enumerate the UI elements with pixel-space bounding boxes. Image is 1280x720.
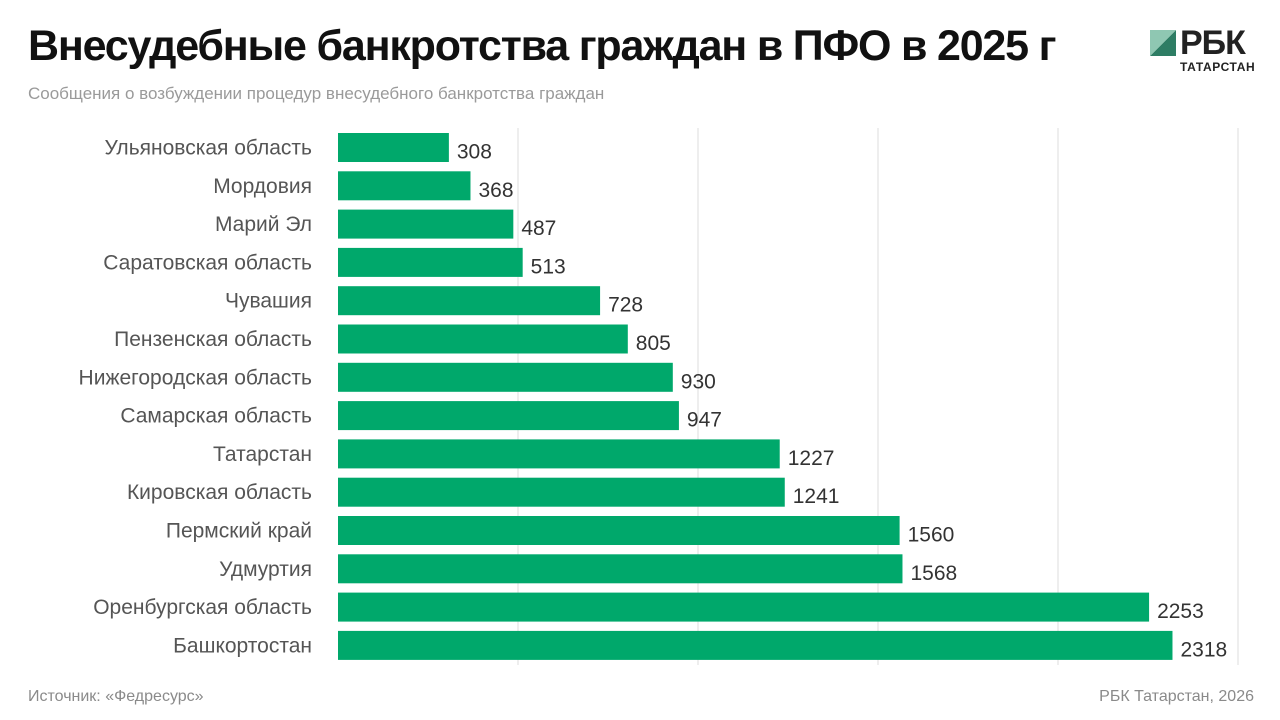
value-label: 487 <box>521 217 556 240</box>
bar <box>338 286 601 316</box>
bar <box>338 401 679 431</box>
category-label: Марий Эл <box>215 213 312 236</box>
bar <box>338 554 903 584</box>
value-label: 2253 <box>1157 600 1204 623</box>
category-label: Мордовия <box>213 175 312 198</box>
bar <box>338 439 780 469</box>
value-label: 1227 <box>788 447 835 470</box>
category-label: Оренбургская область <box>93 596 312 619</box>
category-label: Ульяновская область <box>105 137 313 160</box>
category-label: Башкортостан <box>173 634 312 657</box>
credit-note: РБК Татарстан, 2026 <box>1099 688 1254 705</box>
chart-subtitle: Сообщения о возбуждении процедур внесуде… <box>28 84 605 103</box>
category-label: Чувашия <box>225 290 312 313</box>
bar <box>338 516 900 545</box>
source-note: Источник: «Федресурс» <box>28 688 204 705</box>
value-label: 728 <box>608 294 643 317</box>
bar <box>338 630 1173 660</box>
value-label: 930 <box>681 370 716 393</box>
chart-title: Внесудебные банкротства граждан в ПФО в … <box>28 22 1056 70</box>
bar <box>338 247 523 277</box>
category-label: Пермский край <box>166 520 312 543</box>
bar <box>338 477 785 507</box>
category-label: Кировская область <box>127 481 312 504</box>
value-label: 805 <box>636 332 671 355</box>
category-label: Татарстан <box>213 443 312 466</box>
bar <box>338 133 449 162</box>
value-label: 947 <box>687 409 722 432</box>
category-label: Самарская область <box>120 405 312 428</box>
bar <box>338 592 1150 622</box>
value-label: 513 <box>531 255 566 278</box>
bar <box>338 324 628 354</box>
category-label: Саратовская область <box>103 251 312 274</box>
logo-text: РБК <box>1180 24 1246 62</box>
value-label: 1568 <box>910 562 957 585</box>
logo-subtext: ТАТАРСТАН <box>1180 60 1256 74</box>
value-label: 308 <box>457 141 492 164</box>
value-label: 1560 <box>908 524 955 547</box>
category-label: Нижегородская область <box>79 366 312 389</box>
value-label: 368 <box>478 179 513 202</box>
value-label: 2318 <box>1180 638 1227 661</box>
bar <box>338 209 514 239</box>
category-label: Удмуртия <box>219 558 312 581</box>
category-label: Пензенская область <box>114 328 312 351</box>
bar <box>338 171 471 201</box>
rbc-logo: РБК ТАТАРСТАН <box>1150 24 1260 78</box>
logo-mark-icon <box>1150 30 1176 56</box>
bar <box>338 362 673 392</box>
value-label: 1241 <box>793 485 840 508</box>
